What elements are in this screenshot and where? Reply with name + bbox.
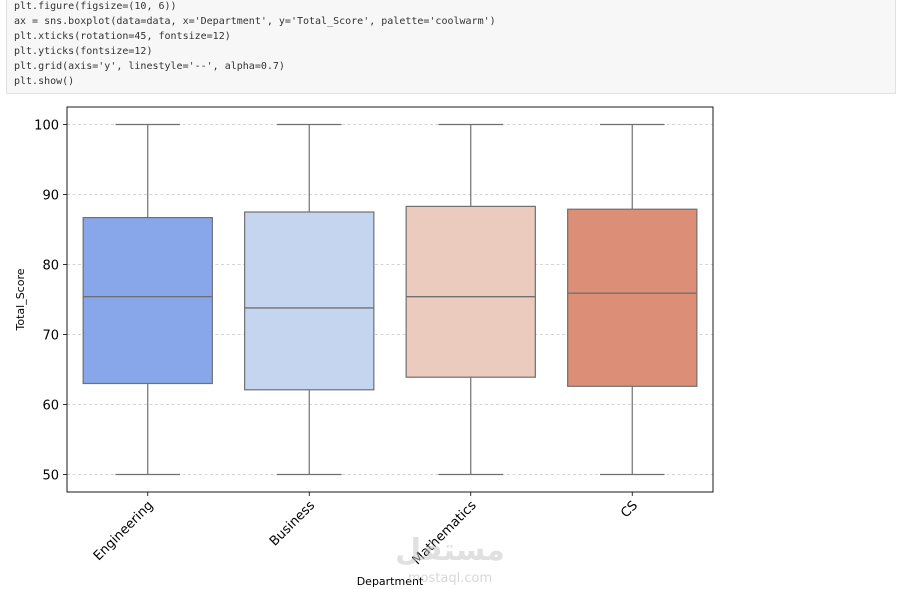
code-cell[interactable]: plt.figure(figsize=(10, 6)) ax = sns.box… [6, 0, 896, 94]
code-line: plt.figure(figsize=(10, 6)) [14, 1, 177, 12]
x-axis-label: Department [357, 575, 424, 588]
x-tick-label: CS [618, 498, 641, 521]
box-cs [567, 208, 698, 387]
y-tick-label: 80 [42, 259, 59, 274]
x-tick-label: Business [267, 498, 318, 549]
y-tick-label: 70 [42, 329, 59, 344]
watermark-logo: مستقل [395, 533, 505, 568]
x-tick-label: Engineering [91, 498, 157, 564]
code-line: plt.xticks(rotation=45, fontsize=12) [14, 31, 231, 42]
box-business [244, 211, 375, 391]
y-tick-label: 50 [42, 469, 59, 484]
box-mathematics [405, 205, 536, 378]
code-line: ax = sns.boxplot(data=data, x='Departmen… [14, 16, 496, 27]
box-engineering [82, 217, 213, 385]
y-tick-label: 60 [42, 399, 59, 414]
y-tick-label: 100 [34, 119, 59, 134]
code-line: plt.show() [14, 76, 75, 87]
code-line: plt.grid(axis='y', linestyle='--', alpha… [14, 61, 285, 72]
code-line: plt.yticks(fontsize=12) [14, 46, 153, 57]
watermark-domain: mostaql.com [408, 571, 492, 586]
y-axis-label: Total_Score [14, 268, 27, 331]
plot-frame [66, 106, 714, 493]
y-tick-label: 90 [42, 189, 59, 204]
